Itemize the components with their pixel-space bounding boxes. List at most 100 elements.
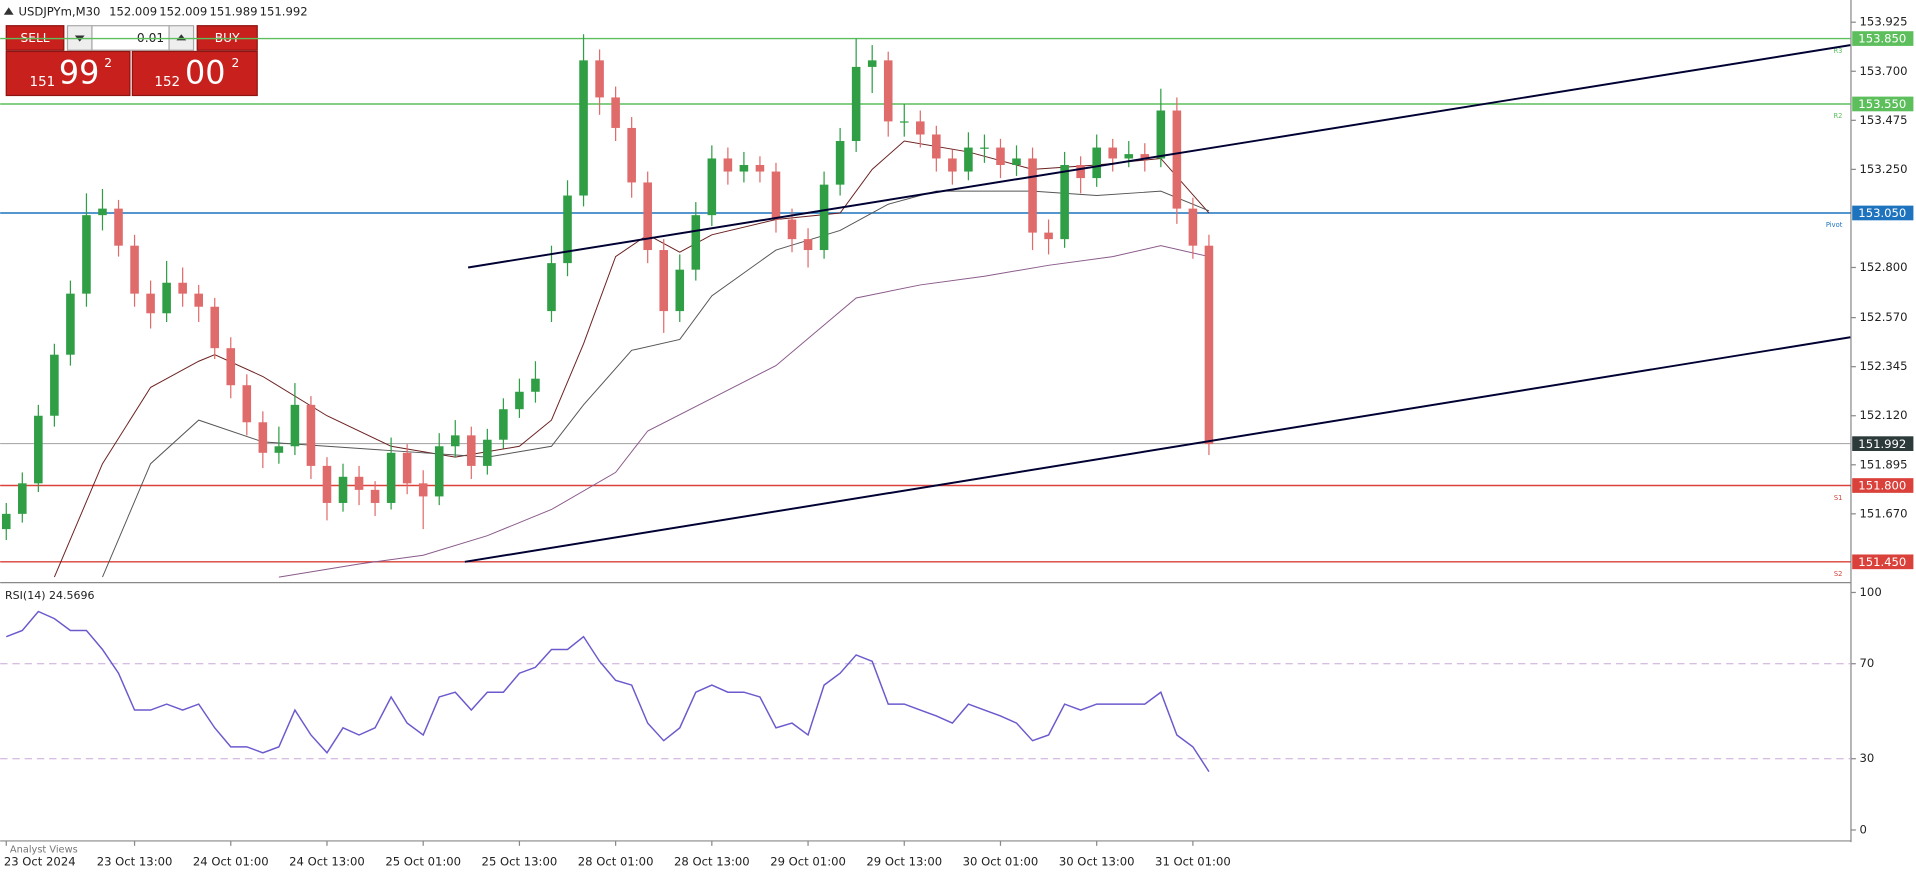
level-tag — [1852, 205, 1914, 221]
bid-fraction: 2 — [104, 56, 112, 70]
candle-body — [916, 121, 925, 135]
candle-body — [819, 184, 829, 251]
candle-body — [611, 97, 620, 128]
level-name: R3 — [1833, 47, 1842, 55]
candle-body — [771, 171, 781, 220]
candle-body — [210, 306, 220, 349]
x-tick-label: 23 Oct 2024 — [4, 854, 76, 868]
level-name: S2 — [1834, 570, 1843, 578]
candle-body — [787, 219, 797, 240]
y-tick-label: 153.925 — [1860, 15, 1908, 29]
candle-body — [723, 158, 733, 172]
y-tick-label: 152.570 — [1860, 310, 1908, 324]
candle-body — [1028, 158, 1037, 233]
candle-body — [996, 147, 1005, 166]
level-name: Pivot — [1826, 221, 1843, 229]
candle-body — [1, 513, 11, 530]
candle-body — [1188, 208, 1198, 246]
candle-body — [1076, 165, 1085, 179]
candle-body — [82, 215, 91, 294]
candle-body — [627, 127, 636, 183]
candle-body — [643, 182, 652, 251]
level-value: 153.550 — [1858, 97, 1906, 111]
level-value: 153.050 — [1858, 206, 1906, 220]
candle-body — [579, 60, 588, 196]
x-tick-label: 28 Oct 13:00 — [674, 854, 750, 868]
candle-body — [130, 245, 139, 294]
ask-fraction: 2 — [232, 56, 240, 70]
collapse-icon[interactable] — [3, 7, 14, 15]
moving-average — [102, 190, 1210, 578]
candle-body — [948, 158, 957, 172]
level-tag — [1852, 31, 1914, 46]
candle-body — [1124, 154, 1134, 159]
candle-body — [835, 141, 845, 185]
candle-body — [402, 452, 412, 484]
candle-body — [418, 483, 428, 497]
candle-body — [1140, 154, 1150, 159]
candle-body — [483, 439, 492, 466]
level-value: 153.850 — [1858, 32, 1906, 46]
candle-body — [867, 60, 877, 67]
candle-body — [1060, 165, 1069, 240]
bid-pips: 99 — [59, 54, 99, 92]
ask-box[interactable] — [131, 50, 258, 97]
level-tag — [1852, 96, 1914, 112]
candle-body — [1012, 158, 1021, 166]
candle-body — [595, 60, 604, 98]
bid-box[interactable] — [5, 50, 131, 97]
x-tick-label: 30 Oct 13:00 — [1059, 854, 1135, 868]
y-tick-label: 70 — [1860, 656, 1875, 670]
analyst-views[interactable]: Analyst Views — [10, 845, 78, 856]
candle-body — [322, 465, 332, 503]
symbol: USDJPYm,M30 — [19, 5, 101, 19]
candle-body — [354, 476, 364, 490]
candle-body — [547, 263, 556, 312]
x-tick-label: 31 Oct 01:00 — [1155, 854, 1231, 868]
trendline — [467, 44, 1851, 269]
y-tick-label: 152.800 — [1860, 260, 1908, 274]
candle-body — [467, 435, 476, 466]
candle-body — [1092, 147, 1101, 179]
level-value: 151.992 — [1858, 437, 1906, 451]
y-tick-label: 30 — [1860, 751, 1875, 765]
level-value: 151.800 — [1858, 479, 1906, 493]
candle-body — [306, 404, 316, 466]
candle-body — [803, 239, 813, 251]
candle-body — [178, 282, 187, 294]
candle-body — [499, 409, 508, 440]
y-tick-label: 100 — [1860, 585, 1882, 599]
candle-body — [34, 415, 43, 484]
x-tick-label: 25 Oct 13:00 — [482, 854, 558, 868]
candle-body — [707, 158, 717, 216]
candle-body — [370, 489, 380, 503]
candle-body — [274, 446, 284, 453]
ask-big: 152 — [154, 75, 180, 90]
candle-body — [1156, 110, 1166, 159]
candle-body — [531, 378, 540, 392]
candle-body — [755, 165, 765, 172]
candle-body — [563, 195, 572, 264]
quote-low: 151.989 — [209, 5, 257, 19]
candle-body — [1172, 110, 1182, 209]
candle-body — [675, 269, 685, 312]
candle-body — [964, 147, 973, 172]
candle-body — [899, 121, 909, 123]
bid-big: 151 — [30, 75, 56, 90]
candle-body — [1108, 147, 1118, 159]
ask-pips: 00 — [185, 54, 225, 92]
x-tick-label: 24 Oct 13:00 — [289, 854, 365, 868]
y-tick-label: 0 — [1860, 822, 1867, 836]
level-name: S1 — [1834, 494, 1843, 502]
candle-body — [258, 422, 268, 453]
candle-body — [851, 66, 861, 142]
quote-high: 152.009 — [159, 5, 207, 19]
candle-body — [883, 60, 893, 122]
candle-body — [50, 354, 59, 416]
y-tick-label: 152.345 — [1860, 359, 1908, 373]
level-value: 151.450 — [1858, 555, 1906, 569]
candle-body — [1044, 232, 1053, 240]
x-tick-label: 25 Oct 01:00 — [385, 854, 461, 868]
candle-body — [1204, 245, 1214, 445]
